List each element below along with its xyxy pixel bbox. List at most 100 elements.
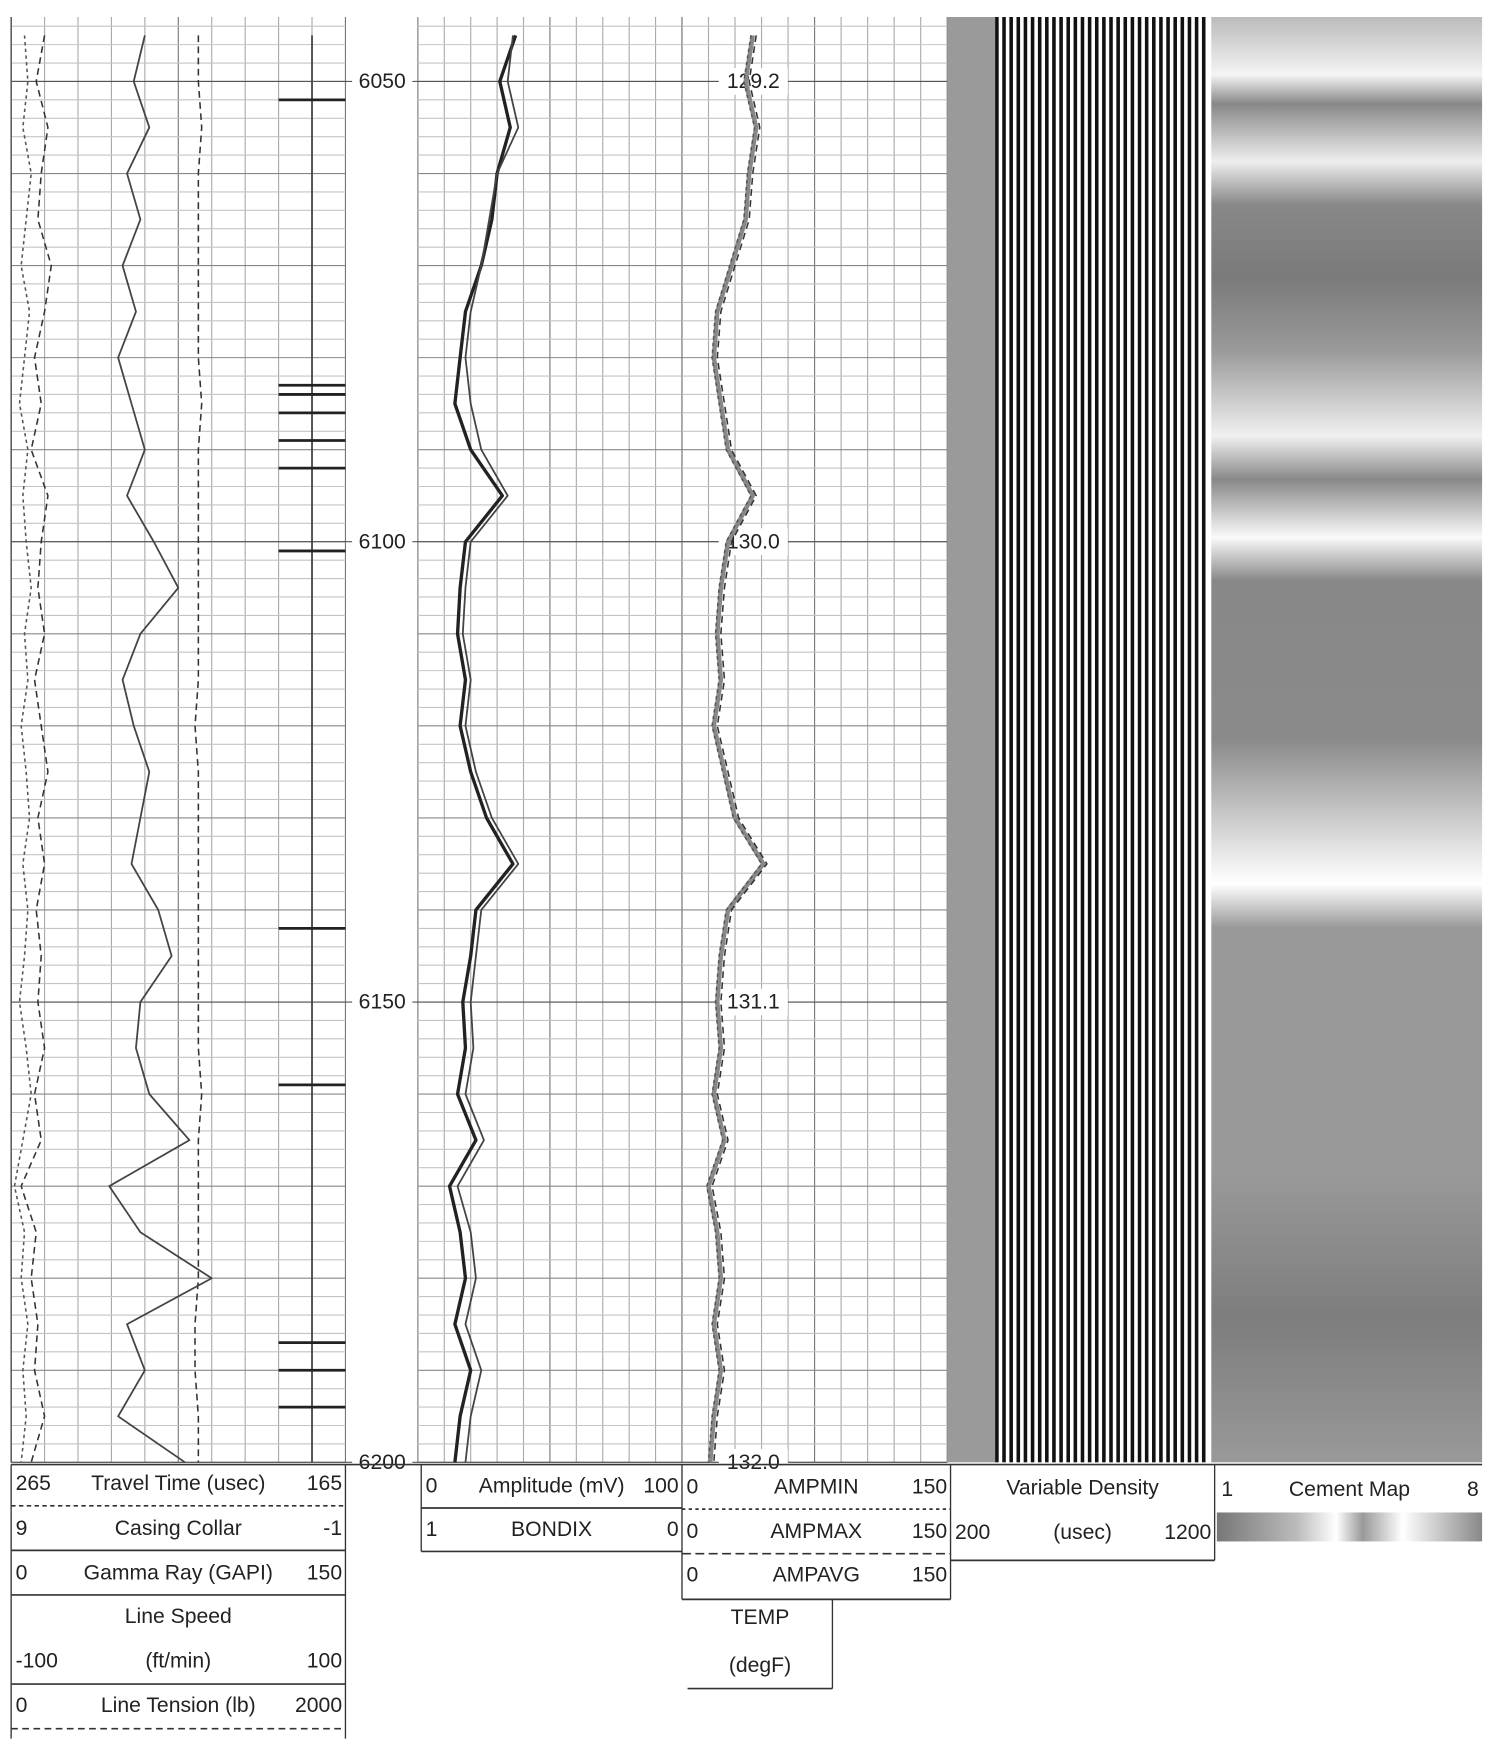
log-curve [711, 35, 768, 1463]
curve-name: AMPMIN [774, 1476, 859, 1499]
scale-right: 2000 [295, 1694, 342, 1717]
vdl-stripe [1066, 17, 1070, 1463]
log-curve [456, 35, 520, 1463]
curve-name: Travel Time (usec) [91, 1472, 265, 1495]
temp-bg [718, 1448, 788, 1476]
scale-right: 150 [912, 1520, 947, 1543]
vdl-stripe [1045, 17, 1049, 1463]
curve-name: Cement Map [1289, 1478, 1410, 1501]
vdl-stripe [1102, 17, 1106, 1463]
vdl-stripe [1144, 17, 1149, 1463]
scale-left: 265 [16, 1472, 51, 1495]
curve-name: Amplitude (mV) [479, 1474, 625, 1497]
vdl-stripe [1194, 17, 1199, 1463]
scale-left: 0 [426, 1474, 438, 1497]
depth-label: 6100 [359, 530, 406, 553]
vdl-stripe [1166, 17, 1170, 1463]
vdl-stripe [1094, 17, 1099, 1463]
depth-label-bg [352, 1448, 413, 1476]
depth-label: 6050 [359, 70, 406, 93]
temp-bg [718, 68, 788, 95]
vdl-stripe [1016, 17, 1021, 1463]
scale-right: 100 [307, 1649, 342, 1672]
curves [13, 34, 768, 1464]
scale-right: 0 [667, 1518, 679, 1541]
curve-name: Line Tension (lb) [101, 1694, 256, 1717]
curve-unit: (degF) [729, 1654, 791, 1677]
scale-left: 1 [1221, 1478, 1233, 1501]
scale-right: 150 [307, 1561, 342, 1584]
vdl-image [995, 17, 1206, 1463]
temperature-label: 129.2 [727, 70, 780, 93]
curve-name: Variable Density [1006, 1477, 1159, 1500]
depth-label: 6200 [359, 1451, 406, 1474]
temperature-label: 130.0 [727, 530, 780, 553]
scale-right: 150 [912, 1564, 947, 1587]
log-curve [20, 35, 53, 1463]
scale-right: 8 [1467, 1478, 1479, 1501]
log-curve [706, 35, 766, 1463]
scale-left: 1 [426, 1518, 438, 1541]
curve-unit: (ft/min) [145, 1649, 211, 1672]
vdl-stripe [1137, 17, 1142, 1463]
vdl-stripe [1152, 17, 1156, 1463]
vdl-stripe [995, 17, 999, 1463]
vdl-stripe [1130, 17, 1135, 1463]
depth-label-bg [352, 528, 413, 556]
vdl-stripe [1080, 17, 1085, 1463]
vdl-stripe [1023, 17, 1028, 1463]
vdl-stripe [1173, 17, 1177, 1463]
vdl-stripe [1052, 17, 1056, 1463]
vdl-stripe [1116, 17, 1120, 1463]
log-curve [194, 35, 203, 1463]
log-curve [447, 34, 518, 1463]
depth-label: 6150 [359, 991, 406, 1014]
vdl-stripe [1159, 17, 1163, 1463]
cement-map-scale [1216, 1512, 1483, 1542]
temp-bg [718, 988, 788, 1016]
vdl-stripe [1187, 17, 1192, 1463]
vdl-stripe [1030, 17, 1035, 1463]
vdl-stripe [1059, 17, 1063, 1463]
scale-left: 0 [686, 1520, 698, 1543]
log-curve [705, 35, 763, 1463]
curve-name: Casing Collar [115, 1517, 242, 1540]
curve-name: Line Speed [125, 1605, 232, 1628]
depth-label-bg [352, 68, 413, 95]
temperature-label: 132.0 [727, 1451, 780, 1474]
cement-map-image [1211, 17, 1483, 1463]
scale-left: 200 [955, 1521, 990, 1544]
vdl-stripe [1123, 17, 1128, 1463]
vdl-stripe [1087, 17, 1092, 1463]
headers: 265 Travel Time (usec) 165 9 Casing Collar -1… [10, 1463, 1483, 1739]
scale-left: 9 [16, 1517, 28, 1540]
vdl-stripe [1073, 17, 1078, 1463]
vdl-stripe [1201, 17, 1206, 1463]
vdl-stripe [1009, 17, 1013, 1463]
scale-left: -100 [16, 1649, 58, 1672]
temperature-label: 131.1 [727, 991, 780, 1014]
scale-left: 0 [16, 1694, 28, 1717]
scale-right: -1 [323, 1517, 342, 1540]
grid: 6050 6100 6150 6200 129.2 130.0 131.1 132.0 [10, 17, 948, 1476]
curve-name: Gamma Ray (GAPI) [84, 1561, 273, 1584]
vdl-stripe [1109, 17, 1113, 1463]
curve-name: TEMP [731, 1606, 790, 1629]
log-curve [108, 35, 213, 1464]
vdl-background [947, 17, 996, 1463]
curve-name: BONDIX [511, 1518, 592, 1541]
vdl-stripe [1037, 17, 1042, 1463]
scale-right: 150 [912, 1476, 947, 1499]
vdl-stripe [1180, 17, 1185, 1463]
scale-right: 1200 [1164, 1521, 1211, 1544]
scale-left: 0 [686, 1564, 698, 1587]
vdl-stripe [1002, 17, 1006, 1463]
scale-right: 165 [307, 1472, 342, 1495]
log-curve [13, 35, 32, 1463]
scale-right: 100 [643, 1474, 678, 1497]
curve-name: AMPAVG [773, 1564, 860, 1587]
curve-unit: (usec) [1053, 1521, 1112, 1544]
scale-left: 0 [686, 1476, 698, 1499]
curve-name: AMPMAX [770, 1520, 862, 1543]
